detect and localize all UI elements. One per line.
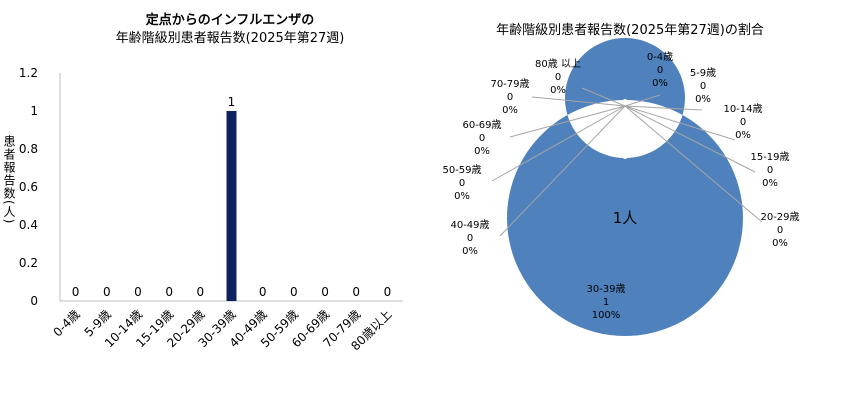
leader-line: [509, 105, 626, 138]
donut-label-category: 40-49歳: [450, 219, 489, 231]
donut-label-percent: 0%: [502, 105, 518, 116]
donut-center-label: 1人: [613, 209, 638, 227]
donut-label-category: 0-4歳: [647, 51, 673, 63]
donut-label-value: 0: [777, 225, 783, 236]
donut-data-label: 60-69歳 0 0%: [462, 119, 501, 157]
leader-line: [624, 94, 661, 107]
donut-label-percent: 0%: [762, 178, 778, 189]
y-tick-label: 1.2: [19, 66, 38, 80]
x-tick-label: 0-4歳: [50, 307, 82, 339]
donut-label-percent: 0%: [772, 238, 788, 249]
donut-data-label: 40-49歳 0 0%: [450, 219, 489, 257]
donut-data-label: 0-4歳 0 0%: [647, 51, 673, 89]
donut-data-label: 5-9歳 0 0%: [690, 67, 716, 105]
bar-value-label: 0: [165, 285, 173, 299]
donut-label-category: 15-19歳: [750, 151, 789, 163]
donut-label-category: 5-9歳: [690, 67, 716, 79]
donut-label-category: 30-39歳: [586, 283, 625, 295]
bar-value-label: 1: [228, 95, 236, 109]
bar-value-label: 0: [290, 285, 298, 299]
donut-label-value: 0: [479, 133, 485, 144]
donut-label-category: 80歳 以上: [535, 58, 581, 70]
donut-label-percent: 0%: [652, 78, 668, 89]
donut-chart-title: 年齢階級別患者報告数(2025年第27週)の割合: [496, 23, 764, 38]
y-tick-label: 0: [30, 294, 38, 308]
leader-line: [624, 105, 736, 141]
donut-label-value: 0: [657, 65, 663, 76]
y-tick-label: 0.2: [19, 256, 38, 270]
donut-data-label: 70-79歳 0 0%: [490, 78, 529, 116]
leader-line: [581, 87, 626, 107]
donut-label-percent: 0%: [550, 85, 566, 96]
donut-label-percent: 100%: [592, 310, 621, 321]
donut-label-percent: 0%: [454, 191, 470, 202]
bar-chart-title-line1: 定点からのインフルエンザの: [145, 13, 315, 28]
leader-line: [499, 105, 626, 237]
donut-label-category: 70-79歳: [490, 78, 529, 90]
donut-label-category: 60-69歳: [462, 119, 501, 131]
bar-value-label: 0: [352, 285, 360, 299]
donut-label-percent: 0%: [462, 246, 478, 257]
bar: [226, 111, 237, 301]
donut-data-label: 80歳 以上 0 0%: [535, 58, 581, 96]
donut-data-label: 30-39歳 1 100%: [586, 283, 625, 321]
bar-value-label: 0: [72, 285, 80, 299]
donut-chart: 1人0-4歳00%5-9歳00%10-14歳00%15-19歳00%20-29歳…: [442, 38, 800, 337]
bar-chart-title-line2: 年齢階級別患者報告数(2025年第27週): [115, 31, 345, 46]
donut-label-percent: 0%: [735, 130, 751, 141]
y-tick-label: 1: [30, 104, 38, 118]
donut-label-category: 20-29歳: [760, 211, 799, 223]
donut-label-value: 0: [767, 165, 773, 176]
leader-line: [624, 105, 703, 111]
donut-data-label: 50-59歳 0 0%: [442, 164, 481, 202]
donut-label-value: 0: [555, 72, 561, 83]
bar-value-label: 0: [134, 285, 142, 299]
donut-label-value: 0: [459, 178, 465, 189]
bar-value-label: 0: [384, 285, 392, 299]
donut-label-value: 0: [507, 92, 513, 103]
bar-chart: 00.20.40.60.811.200-4歳05-9歳010-14歳015-19…: [19, 66, 403, 353]
donut-label-category: 50-59歳: [442, 164, 481, 176]
donut-label-value: 0: [740, 117, 746, 128]
bar-value-label: 0: [321, 285, 329, 299]
leader-line: [624, 105, 763, 223]
donut-label-percent: 0%: [695, 94, 711, 105]
donut-data-label: 20-29歳 0 0%: [760, 211, 799, 249]
donut-label-value: 0: [700, 81, 706, 92]
leader-line: [491, 105, 626, 182]
donut-slice: [506, 38, 743, 337]
donut-data-label: 15-19歳 0 0%: [750, 151, 789, 189]
bar-chart-title: 定点からのインフルエンザの 年齢階級別患者報告数(2025年第27週): [40, 12, 420, 48]
leader-line: [531, 96, 626, 107]
donut-label-percent: 0%: [474, 146, 490, 157]
bar-value-label: 0: [196, 285, 204, 299]
bar-value-label: 0: [103, 285, 111, 299]
y-axis-label: 患者報告数(人): [2, 135, 16, 225]
y-tick-label: 0.8: [19, 142, 38, 156]
donut-label-category: 10-14歳: [723, 103, 762, 115]
leader-line: [624, 105, 756, 173]
donut-label-value: 1: [603, 297, 609, 308]
donut-data-label: 10-14歳 0 0%: [723, 103, 762, 141]
y-tick-label: 0.4: [19, 218, 38, 232]
donut-label-value: 0: [467, 233, 473, 244]
y-tick-label: 0.6: [19, 180, 38, 194]
bar-value-label: 0: [259, 285, 267, 299]
